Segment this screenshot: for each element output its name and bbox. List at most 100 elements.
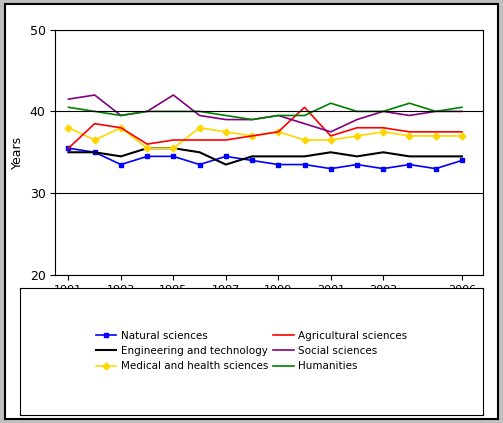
Medical and health sciences xyxy=(406,133,412,138)
Engineering and technology xyxy=(354,154,360,159)
Humanities xyxy=(65,105,71,110)
Agricultural sciences xyxy=(275,129,281,135)
Social sciences xyxy=(171,93,177,98)
Natural sciences xyxy=(406,162,412,167)
Humanities xyxy=(249,117,255,122)
Agricultural sciences xyxy=(92,121,98,126)
Humanities xyxy=(301,113,307,118)
Natural sciences xyxy=(144,154,150,159)
Engineering and technology xyxy=(65,150,71,155)
Medical and health sciences xyxy=(459,133,465,138)
Agricultural sciences xyxy=(197,137,203,143)
Medical and health sciences xyxy=(328,137,334,143)
Y-axis label: Years: Years xyxy=(11,136,24,169)
Agricultural sciences xyxy=(354,125,360,130)
Agricultural sciences xyxy=(171,137,177,143)
Social sciences xyxy=(144,109,150,114)
Humanities xyxy=(118,113,124,118)
Natural sciences xyxy=(92,150,98,155)
Engineering and technology xyxy=(433,154,439,159)
Agricultural sciences xyxy=(65,146,71,151)
Engineering and technology xyxy=(144,146,150,151)
Line: Natural sciences: Natural sciences xyxy=(66,146,464,171)
Engineering and technology xyxy=(223,162,229,167)
Humanities xyxy=(328,101,334,106)
Natural sciences xyxy=(328,166,334,171)
Humanities xyxy=(197,109,203,114)
Humanities xyxy=(380,109,386,114)
Engineering and technology xyxy=(249,154,255,159)
Social sciences xyxy=(459,109,465,114)
Engineering and technology xyxy=(301,154,307,159)
Medical and health sciences xyxy=(275,129,281,135)
Line: Humanities: Humanities xyxy=(68,103,462,120)
Engineering and technology xyxy=(459,154,465,159)
Medical and health sciences xyxy=(249,133,255,138)
Engineering and technology xyxy=(197,150,203,155)
Natural sciences xyxy=(433,166,439,171)
Medical and health sciences xyxy=(197,125,203,130)
Agricultural sciences xyxy=(118,125,124,130)
Agricultural sciences xyxy=(406,129,412,135)
Line: Agricultural sciences: Agricultural sciences xyxy=(68,107,462,148)
Natural sciences xyxy=(65,146,71,151)
Legend: Natural sciences, Engineering and technology, Medical and health sciences, Agric: Natural sciences, Engineering and techno… xyxy=(93,328,410,374)
Medical and health sciences xyxy=(144,146,150,151)
Engineering and technology xyxy=(118,154,124,159)
Natural sciences xyxy=(249,158,255,163)
Engineering and technology xyxy=(328,150,334,155)
Humanities xyxy=(459,105,465,110)
Line: Engineering and technology: Engineering and technology xyxy=(68,148,462,165)
Engineering and technology xyxy=(275,154,281,159)
Natural sciences xyxy=(275,162,281,167)
Natural sciences xyxy=(380,166,386,171)
Natural sciences xyxy=(354,162,360,167)
Medical and health sciences xyxy=(118,125,124,130)
Engineering and technology xyxy=(380,150,386,155)
Social sciences xyxy=(380,109,386,114)
Natural sciences xyxy=(459,158,465,163)
Natural sciences xyxy=(171,154,177,159)
Agricultural sciences xyxy=(328,133,334,138)
Medical and health sciences xyxy=(380,129,386,135)
Social sciences xyxy=(65,96,71,102)
Social sciences xyxy=(92,93,98,98)
Social sciences xyxy=(249,117,255,122)
Medical and health sciences xyxy=(65,125,71,130)
Natural sciences xyxy=(223,154,229,159)
Agricultural sciences xyxy=(380,125,386,130)
Social sciences xyxy=(433,109,439,114)
Humanities xyxy=(433,109,439,114)
Social sciences xyxy=(406,113,412,118)
Medical and health sciences xyxy=(223,129,229,135)
Agricultural sciences xyxy=(144,142,150,147)
Agricultural sciences xyxy=(459,129,465,135)
Agricultural sciences xyxy=(301,105,307,110)
Social sciences xyxy=(197,113,203,118)
Agricultural sciences xyxy=(433,129,439,135)
Humanities xyxy=(171,109,177,114)
Medical and health sciences xyxy=(92,137,98,143)
Medical and health sciences xyxy=(354,133,360,138)
Social sciences xyxy=(328,129,334,135)
Social sciences xyxy=(118,113,124,118)
Humanities xyxy=(354,109,360,114)
Social sciences xyxy=(301,121,307,126)
Humanities xyxy=(275,113,281,118)
Line: Medical and health sciences: Medical and health sciences xyxy=(66,125,464,151)
Engineering and technology xyxy=(92,150,98,155)
Social sciences xyxy=(354,117,360,122)
Agricultural sciences xyxy=(249,133,255,138)
Medical and health sciences xyxy=(433,133,439,138)
Natural sciences xyxy=(118,162,124,167)
Humanities xyxy=(223,113,229,118)
Humanities xyxy=(406,101,412,106)
Engineering and technology xyxy=(171,146,177,151)
Social sciences xyxy=(275,113,281,118)
Natural sciences xyxy=(197,162,203,167)
Agricultural sciences xyxy=(223,137,229,143)
Medical and health sciences xyxy=(171,146,177,151)
Humanities xyxy=(144,109,150,114)
Natural sciences xyxy=(301,162,307,167)
Medical and health sciences xyxy=(301,137,307,143)
